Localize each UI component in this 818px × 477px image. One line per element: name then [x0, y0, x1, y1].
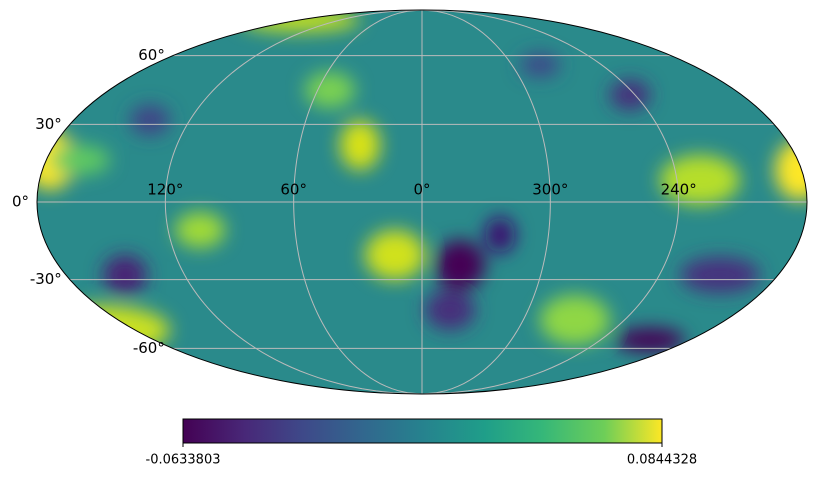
x-tick-label: 300° [532, 181, 568, 199]
grid-line [421, 9, 551, 395]
colorbar [182, 418, 663, 444]
grid-line [293, 9, 423, 395]
y-tick-label: 60° [138, 46, 165, 64]
x-tick-label: 240° [661, 181, 697, 199]
y-tick-label: 0° [12, 193, 29, 211]
map-outline [36, 9, 808, 395]
x-tick-label: 0° [413, 181, 430, 199]
y-tick-label: -60° [133, 339, 165, 357]
x-tick-label: 60° [280, 181, 307, 199]
colorbar-tick-label: 0.0844328 [627, 453, 697, 468]
grid-line [421, 9, 680, 395]
x-tick-label: 120° [147, 181, 183, 199]
grid-line [164, 9, 423, 395]
y-tick-label: 30° [35, 115, 62, 133]
y-tick-label: -30° [30, 270, 62, 288]
graticule [37, 9, 807, 395]
colorbar-tick-label: -0.0633803 [146, 453, 221, 468]
